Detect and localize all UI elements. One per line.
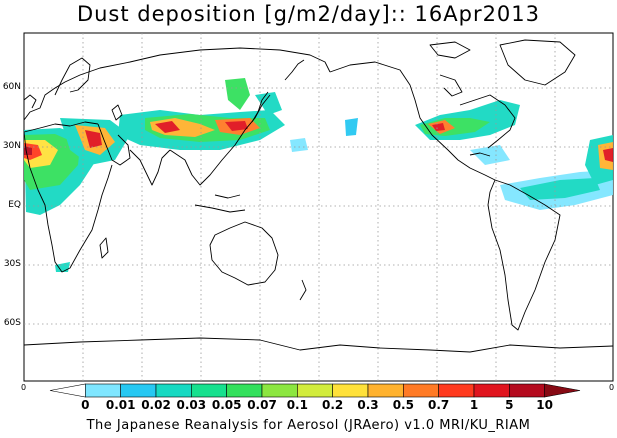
lat-label-30n: 30N	[2, 141, 21, 151]
colorbar-swatch	[226, 383, 263, 398]
map-title: Dust deposition [g/m2/day]:: 16Apr2013	[76, 2, 541, 26]
colorbar-swatch	[509, 383, 545, 398]
colorbar-tick-label: 0.05	[211, 398, 242, 412]
dust-plumes	[24, 78, 613, 272]
lat-label-eq: EQ	[8, 200, 21, 210]
colorbar-tick-label: 0.07	[247, 398, 277, 412]
gridlines	[24, 33, 613, 381]
lat-label-60s: 60S	[3, 318, 21, 328]
colorbar-swatch	[261, 383, 298, 398]
credit-text: The Japanese Reanalysis for Aerosol (JRA…	[86, 418, 531, 433]
scale-left-value: 0	[21, 383, 27, 392]
colorbar-swatch	[120, 383, 157, 398]
colorbar-swatch	[155, 383, 192, 398]
colorbar-swatch	[49, 383, 86, 398]
colorbar-tick-label: 0.2	[322, 398, 344, 412]
colorbar-tick-label: 0.02	[141, 398, 171, 412]
colorbar-swatch	[367, 383, 404, 398]
colorbar-tick-label: 1	[469, 398, 479, 412]
colorbar-tick-label: 0.01	[105, 398, 136, 412]
colorbar-swatch	[438, 383, 475, 398]
colorbar	[49, 383, 581, 398]
colorbar-swatch	[191, 383, 227, 398]
colorbar-tick-label: 5	[505, 398, 514, 412]
colorbar-swatch	[403, 383, 439, 398]
scale-right-value: 0	[609, 383, 615, 392]
colorbar-swatch	[544, 383, 581, 398]
lat-label-60n: 60N	[2, 82, 21, 92]
colorbar-tick-label: 0.5	[392, 398, 414, 412]
colorbar-tick-label: 10	[536, 398, 553, 412]
lat-label-30s: 30S	[3, 259, 21, 269]
colorbar-swatch	[332, 383, 369, 398]
colorbar-tick-label: 0.1	[286, 398, 308, 412]
map-frame	[23, 32, 614, 382]
colorbar-tick-label: 0.03	[176, 398, 207, 412]
colorbar-tick-label: 0.3	[357, 398, 379, 412]
colorbar-tick-label: 0.7	[428, 398, 450, 412]
colorbar-tick-label: 0	[81, 398, 90, 412]
coastlines	[23, 39, 614, 353]
colorbar-swatch	[297, 383, 333, 398]
colorbar-swatch	[85, 383, 121, 398]
colorbar-swatch	[473, 383, 510, 398]
